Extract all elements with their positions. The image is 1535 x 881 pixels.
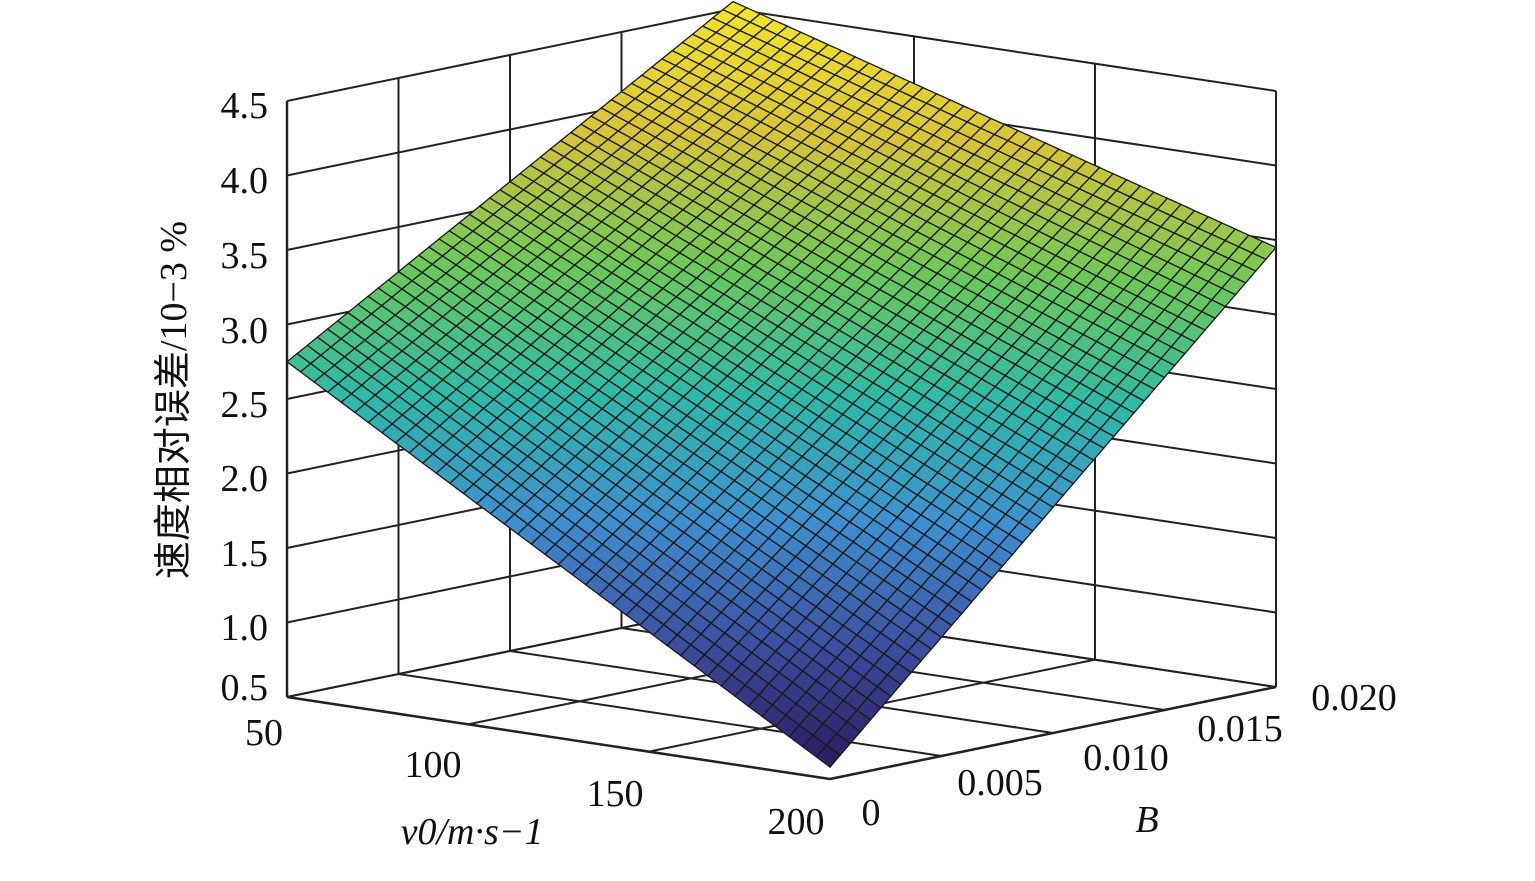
x-tick-label: 150 bbox=[587, 773, 644, 815]
y-tick-labels: 0 0.005 0.010 0.015 0.020 bbox=[862, 677, 1397, 834]
y-axis-label: B bbox=[1135, 799, 1158, 841]
y-tick-label: 0.010 bbox=[1083, 737, 1169, 779]
x-tick-labels: 50 100 150 200 bbox=[245, 712, 825, 843]
x-tick-label: 200 bbox=[768, 801, 825, 843]
y-axis-line bbox=[829, 685, 1277, 781]
y-tick-label: 0.005 bbox=[957, 762, 1043, 804]
z-tick-label: 1.5 bbox=[221, 533, 269, 575]
y-tick-label: 0.020 bbox=[1311, 677, 1397, 719]
z-tick-label: 4.5 bbox=[221, 85, 269, 127]
gridline bbox=[732, 8, 1277, 92]
x-tick-label: 100 bbox=[405, 744, 462, 786]
x-axis-line bbox=[286, 695, 831, 781]
x-tick-label: 50 bbox=[245, 712, 283, 754]
z-axis-label: 速度相对误差/10−3 % bbox=[153, 221, 195, 579]
z-tick-label: 3.5 bbox=[221, 235, 269, 277]
z-tick-label: 2.0 bbox=[221, 458, 269, 500]
z-tick-label: 2.5 bbox=[221, 384, 269, 426]
surface-cell bbox=[815, 744, 842, 768]
z-tick-label: 3.0 bbox=[221, 310, 269, 352]
y-tick-label: 0.015 bbox=[1197, 708, 1283, 750]
z-tick-label: 0.5 bbox=[221, 667, 269, 709]
z-tick-labels: 0.5 1.0 1.5 2.0 2.5 3.0 3.5 4.0 4.5 bbox=[221, 85, 269, 709]
surface-layer bbox=[285, 0, 1278, 768]
x-axis-label: v0/m·s−1 bbox=[401, 811, 544, 853]
y-tick-label: 0 bbox=[862, 792, 881, 834]
z-tick-label: 4.0 bbox=[221, 160, 269, 202]
z-tick-label: 1.0 bbox=[221, 607, 269, 649]
